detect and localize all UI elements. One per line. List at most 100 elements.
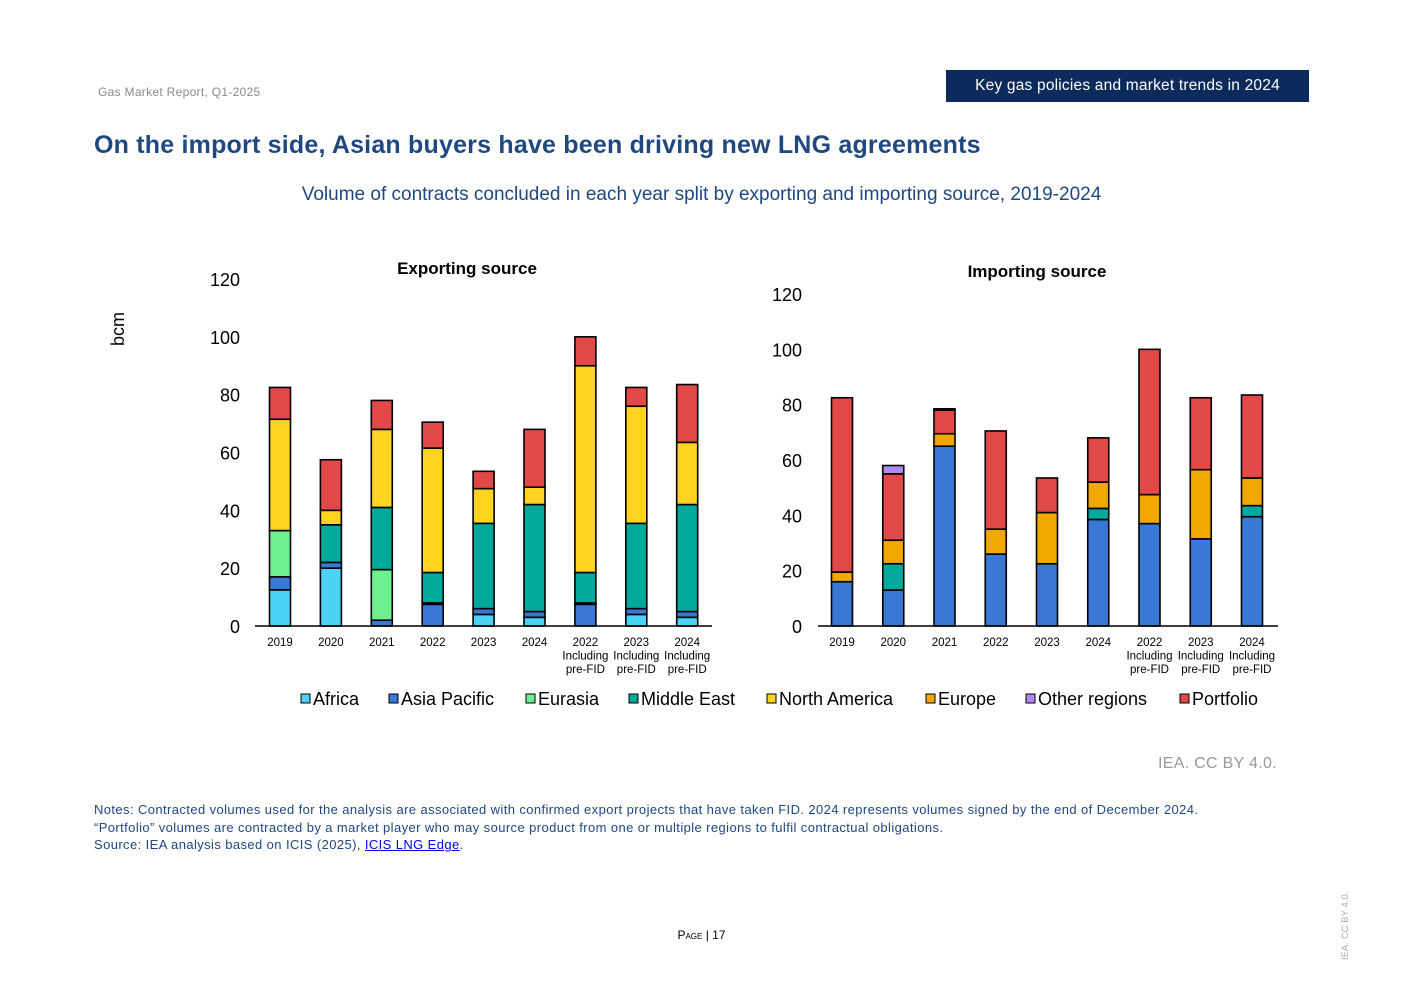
- legend-label: North America: [779, 689, 894, 709]
- x-tick-label: 2022: [420, 637, 446, 649]
- bar-segment-asia-pacific: [268, 576, 292, 591]
- x-tick-label: 2022 Including pre-FID: [1126, 637, 1172, 676]
- x-tick-line: Including: [1229, 651, 1275, 663]
- bar-segment-africa: [523, 616, 546, 627]
- notes-line-2: “Portfolio” volumes are contracted by a …: [94, 819, 944, 835]
- y-tick-label: 100: [772, 340, 802, 360]
- y-tick-label: 20: [220, 559, 240, 579]
- bar-segment-eurasia: [268, 529, 292, 578]
- bar-segment-europe: [1240, 477, 1264, 507]
- bar-segment-north-america: [675, 441, 699, 506]
- bar-segment-europe: [984, 528, 1008, 555]
- icis-lng-edge-link[interactable]: ICIS LNG Edge: [364, 837, 460, 852]
- x-tick-line: 2020: [880, 637, 906, 649]
- bar-segment-middle-east: [523, 503, 546, 613]
- bar-segment-portfolio: [624, 386, 648, 408]
- bar-segment-portfolio: [523, 428, 546, 489]
- bar-segment-europe: [881, 539, 905, 565]
- x-tick-line: pre-FID: [1130, 664, 1169, 676]
- x-tick-label: 2021: [369, 637, 395, 649]
- y-axis-label: bcm: [108, 312, 128, 346]
- x-tick-line: pre-FID: [1181, 664, 1220, 676]
- x-tick-label: 2019: [829, 637, 855, 649]
- x-tick-line: 2024: [674, 637, 700, 649]
- bar-segment-portfolio: [268, 386, 292, 421]
- x-tick-line: pre-FID: [566, 664, 605, 676]
- bar-segment-europe: [933, 432, 956, 447]
- bar-segment-portfolio: [830, 396, 854, 573]
- x-tick-label: 2024: [1085, 637, 1111, 649]
- bar-segment-asia-pacific: [472, 607, 495, 616]
- y-tick-label: 20: [782, 562, 802, 582]
- legend-label: Portfolio: [1192, 689, 1258, 709]
- x-tick-label: 2020: [880, 637, 906, 649]
- x-tick-line: Including: [664, 651, 710, 663]
- x-tick-label: 2021: [932, 637, 958, 649]
- y-tick-label: 120: [210, 270, 240, 290]
- page-title: On the import side, Asian buyers have be…: [94, 131, 981, 159]
- x-tick-line: 2021: [932, 637, 958, 649]
- bar-segment-europe: [1138, 493, 1161, 525]
- x-tick-line: 2021: [369, 637, 395, 649]
- bar-segment-asia-pacific: [830, 580, 854, 627]
- y-tick-label: 60: [782, 451, 802, 471]
- chart-credit: IEA. CC BY 4.0.: [1158, 755, 1277, 772]
- bar-segment-europe: [1035, 511, 1059, 565]
- chart-exporting: Exporting source bcm 0 20 40 60 80 100 120 2019 20…: [108, 259, 712, 676]
- x-tick-line: 2022: [420, 637, 446, 649]
- bar-segment-asia-pacific: [1035, 562, 1059, 627]
- x-tick-line: pre-FID: [668, 664, 707, 676]
- bar-segment-portfolio: [933, 409, 956, 435]
- vertical-credit: IEA. CC BY 4.0.: [1340, 891, 1350, 960]
- bar-segment-portfolio: [881, 473, 905, 542]
- x-tick-line: 2023: [1034, 637, 1060, 649]
- bar-segment-north-america: [523, 486, 546, 506]
- legend-swatch: [925, 693, 936, 704]
- page-number: Page | 17: [0, 928, 1403, 942]
- y-tick-label: 0: [792, 617, 802, 637]
- legend-swatch: [628, 693, 639, 704]
- legend-swatch: [525, 693, 536, 704]
- x-tick-label: 2020: [318, 637, 344, 649]
- bar-segment-north-america: [421, 447, 445, 574]
- bar-segment-asia-pacific: [1189, 538, 1213, 627]
- bar-segment-other-regions: [933, 408, 956, 412]
- y-tick-label: 120: [772, 285, 802, 305]
- chart-title: Importing source: [968, 262, 1107, 281]
- legend-label: Africa: [313, 689, 360, 709]
- bar-segment-middle-east: [624, 522, 648, 610]
- notes: Notes: Contracted volumes used for the a…: [94, 801, 1198, 854]
- bar-segment-portfolio: [675, 383, 699, 444]
- y-tick-label: 80: [220, 386, 240, 406]
- bar-segment-north-america: [319, 509, 343, 526]
- x-tick-label: 2023 Including pre-FID: [1178, 637, 1224, 676]
- bar-segment-europe: [1086, 481, 1110, 510]
- bar-segment-asia-pacific: [370, 619, 394, 627]
- bar-segment-asia-pacific: [319, 561, 343, 569]
- legend-label: Middle East: [641, 689, 735, 709]
- x-tick-label: 2023 Including pre-FID: [613, 637, 659, 676]
- bar-segment-europe: [1189, 468, 1213, 540]
- bar-segment-portfolio: [472, 470, 495, 490]
- x-tick-label: 2024 Including pre-FID: [664, 637, 710, 676]
- bar-segment-middle-east: [574, 571, 597, 604]
- bar-segment-portfolio: [319, 458, 343, 512]
- chart-subtitle: Volume of contracts concluded in each ye…: [301, 184, 1102, 205]
- x-tick-line: 2022: [983, 637, 1009, 649]
- x-tick-line: 2019: [267, 637, 293, 649]
- bar-segment-portfolio: [574, 336, 597, 367]
- legend-swatch: [766, 693, 777, 704]
- notes-line-1: Notes: Contracted volumes used for the a…: [94, 802, 1199, 817]
- bar-segment-asia-pacific: [984, 553, 1008, 627]
- x-tick-line: pre-FID: [1233, 664, 1272, 676]
- bar-segment-middle-east: [1240, 504, 1264, 518]
- y-tick-label: 40: [220, 501, 240, 521]
- bar-segment-asia-pacific: [421, 603, 445, 627]
- bar-segment-middle-east: [675, 503, 699, 613]
- chart-title: Exporting source: [397, 259, 537, 278]
- y-tick-label: 40: [782, 506, 802, 526]
- bar-segment-asia-pacific: [1138, 522, 1161, 627]
- x-tick-line: 2022: [1137, 637, 1163, 649]
- y-tick-label: 80: [782, 396, 802, 416]
- x-tick-label: 2022: [983, 637, 1009, 649]
